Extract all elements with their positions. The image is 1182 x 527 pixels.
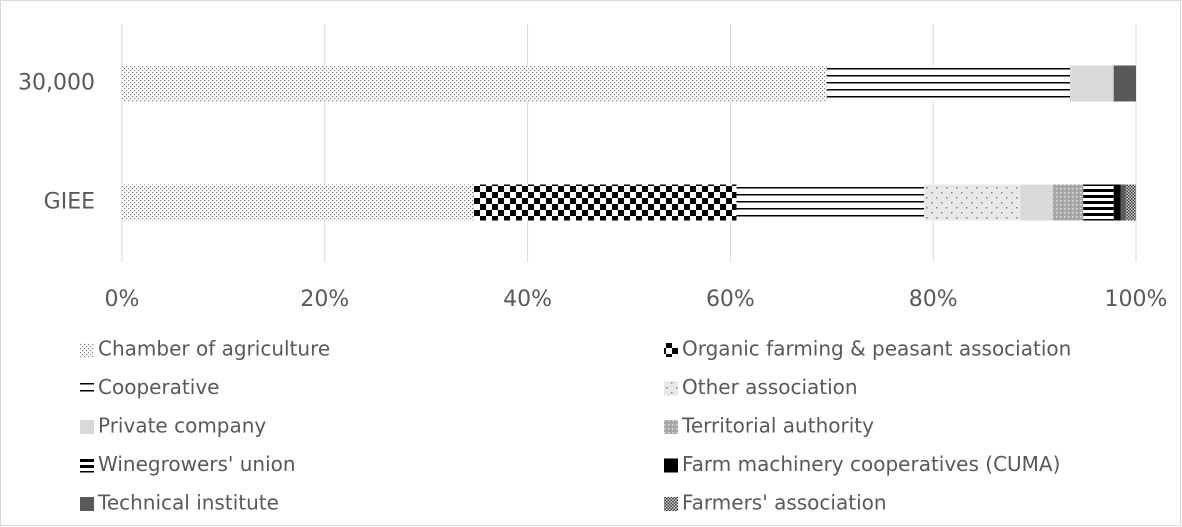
y-tick-label: 30,000 [18,71,95,96]
legend-label: Farmers' association [682,491,887,515]
x-tick-label: 40% [503,287,552,312]
bar-segment [1083,184,1114,221]
legend-label: Cooperative [98,375,219,399]
legend-swatch [80,420,94,434]
bar-segment [924,184,1021,221]
legend-label: Chamber of agriculture [98,337,330,361]
bar-segment [1020,184,1053,221]
bar-segment [1052,184,1084,221]
x-tick-label: 20% [300,287,349,312]
bar-segment [736,184,925,221]
legend-label: Winegrowers' union [98,452,296,476]
x-tick-label: 0% [105,287,140,312]
bar-segment [122,184,474,221]
legend-swatch [664,381,678,396]
legend-label: Farm machinery cooperatives (CUMA) [682,452,1060,476]
bar-segment [122,65,827,102]
bar-segment [1070,65,1114,102]
bar-segment [826,65,1071,102]
x-tick-label: 100% [1105,287,1168,312]
legend-swatch [664,458,678,473]
legend-swatch [664,420,678,434]
bar-segment [1113,184,1121,221]
legend-label: Private company [98,414,266,438]
legend-label: Other association [682,375,858,399]
legend-swatch [80,458,94,473]
legend-swatch [80,381,94,396]
x-tick-label: 80% [909,287,958,312]
bar-segment [1120,184,1126,221]
legend-swatch [80,497,94,511]
y-tick-label: GIEE [44,190,95,215]
legend-swatch [664,497,678,511]
legend-swatch [664,343,678,357]
bar-segment [1113,65,1136,102]
legend-swatch [80,343,94,357]
legend-label: Organic farming & peasant association [682,337,1071,361]
bar-segment [1125,184,1136,221]
bar-segment [473,184,737,221]
x-tick-label: 60% [706,287,755,312]
legend-label: Territorial authority [681,414,874,438]
legend-label: Technical institute [97,491,279,515]
